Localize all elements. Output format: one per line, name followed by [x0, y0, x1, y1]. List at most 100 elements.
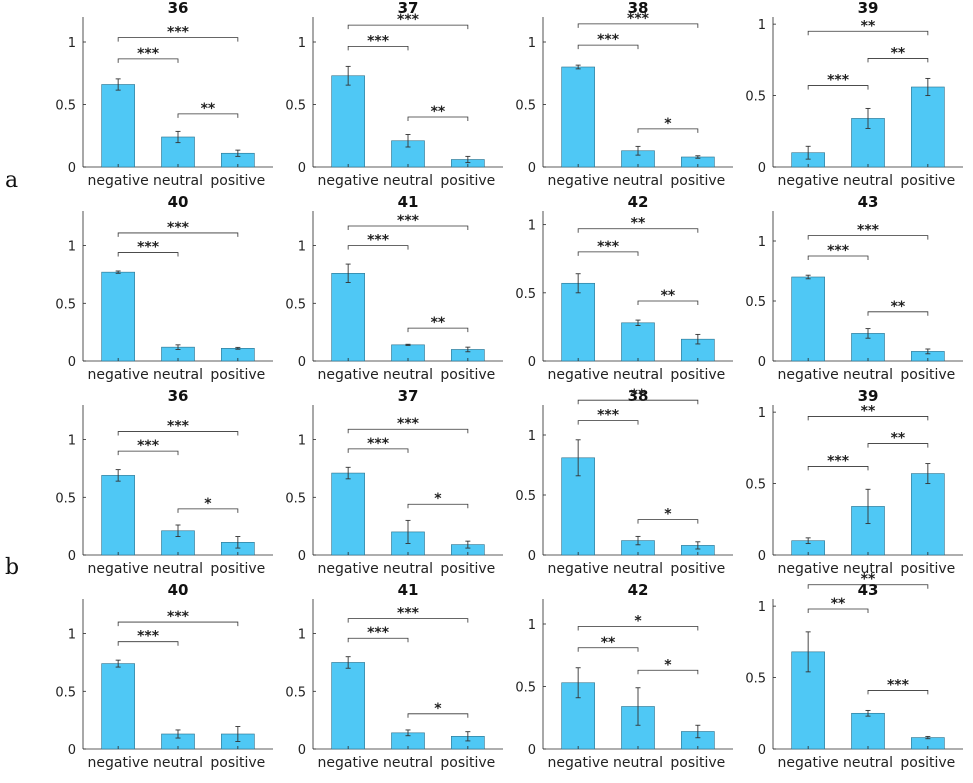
y-tick-label: 1: [528, 219, 536, 234]
error-bar: [175, 344, 181, 350]
error-bar: [805, 631, 811, 673]
y-tick-label: 0: [68, 549, 76, 564]
x-tick-label: neutral: [613, 367, 663, 383]
significance-bracket: *: [177, 496, 239, 513]
significance-label: ***: [397, 12, 420, 28]
x-tick-label: negative: [318, 173, 379, 189]
significance-label: ***: [857, 223, 880, 239]
y-tick-label: 1: [758, 600, 766, 615]
error-bar: [805, 274, 811, 280]
bar-neutral: [851, 712, 885, 750]
x-tick-label: neutral: [613, 561, 663, 577]
significance-bracket: ***: [117, 438, 179, 456]
significance-label: ***: [597, 408, 620, 424]
significance-bracket: ***: [347, 233, 409, 250]
significance-label: **: [891, 299, 906, 315]
significance-bracket: **: [867, 431, 929, 448]
chart-title: 38: [628, 0, 649, 17]
x-tick-label: neutral: [843, 367, 893, 383]
significance-bracket: **: [637, 288, 699, 305]
chart-title: 42: [628, 581, 649, 599]
significance-label: *: [434, 701, 442, 717]
significance-label: ***: [367, 233, 390, 249]
error-bar: [865, 107, 871, 129]
y-tick-label: 0.5: [515, 681, 536, 696]
significance-label: ***: [827, 453, 850, 469]
y-tick-label: 0: [528, 161, 536, 176]
significance-bracket: ***: [347, 12, 469, 30]
significance-label: **: [861, 18, 876, 34]
y-tick-label: 0: [758, 743, 766, 758]
significance-bracket: ***: [117, 629, 179, 646]
y-tick-label: 0.5: [515, 99, 536, 114]
significance-bracket: ***: [577, 11, 699, 28]
x-tick-label: negative: [88, 755, 149, 771]
x-tick-label: negative: [318, 755, 379, 771]
significance-bracket: **: [577, 216, 699, 233]
x-tick-label: positive: [210, 173, 265, 189]
significance-bracket: **: [577, 387, 699, 405]
significance-label: ***: [397, 416, 420, 432]
significance-label: ***: [597, 239, 620, 255]
error-bar: [235, 726, 241, 742]
x-tick-label: negative: [778, 755, 839, 771]
y-tick-label: 1: [68, 36, 76, 51]
significance-bracket: *: [407, 701, 469, 718]
bar-positive: [911, 86, 945, 168]
error-bar: [405, 343, 411, 346]
bar-negative: [331, 662, 365, 750]
bar-negative: [791, 276, 825, 362]
error-bar: [345, 263, 351, 283]
significance-bracket: **: [807, 596, 869, 613]
significance-label: ***: [167, 419, 190, 435]
significance-label: **: [861, 572, 876, 588]
error-bar: [115, 469, 121, 482]
x-tick-label: neutral: [383, 561, 433, 577]
y-tick-label: 0.5: [285, 99, 306, 114]
significance-label: ***: [597, 32, 620, 48]
chart-title: 40: [168, 581, 189, 599]
x-tick-label: neutral: [153, 367, 203, 383]
x-tick-label: neutral: [383, 173, 433, 189]
significance-bracket: **: [407, 315, 469, 333]
significance-bracket: *: [637, 116, 699, 133]
y-tick-label: 0: [758, 355, 766, 370]
y-tick-label: 1: [758, 18, 766, 33]
x-tick-label: neutral: [613, 755, 663, 771]
error-bar: [235, 536, 241, 549]
error-bar: [925, 735, 931, 740]
x-tick-label: negative: [548, 173, 609, 189]
chart-title: 42: [628, 193, 649, 211]
y-tick-label: 0.5: [285, 685, 306, 700]
x-tick-label: neutral: [153, 561, 203, 577]
chart-title: 39: [858, 387, 879, 405]
bar-negative: [331, 273, 365, 362]
significance-label: ***: [887, 677, 910, 693]
chart-title: 41: [398, 193, 419, 211]
y-tick-label: 0: [68, 161, 76, 176]
bar-negative: [561, 66, 595, 168]
x-tick-label: positive: [670, 561, 725, 577]
x-tick-label: positive: [440, 561, 495, 577]
significance-label: ***: [137, 438, 160, 454]
bar-negative: [101, 271, 135, 362]
error-bar: [235, 346, 241, 350]
row-label-b: b: [5, 555, 19, 580]
error-bar: [575, 439, 581, 477]
x-tick-label: negative: [778, 561, 839, 577]
x-tick-label: neutral: [153, 755, 203, 771]
significance-label: **: [431, 315, 446, 331]
error-bar: [635, 145, 641, 156]
significance-bracket: *: [637, 657, 699, 675]
significance-bracket: **: [807, 572, 929, 589]
y-tick-label: 0.5: [515, 489, 536, 504]
y-tick-label: 1: [298, 240, 306, 255]
y-tick-label: 0: [528, 549, 536, 564]
